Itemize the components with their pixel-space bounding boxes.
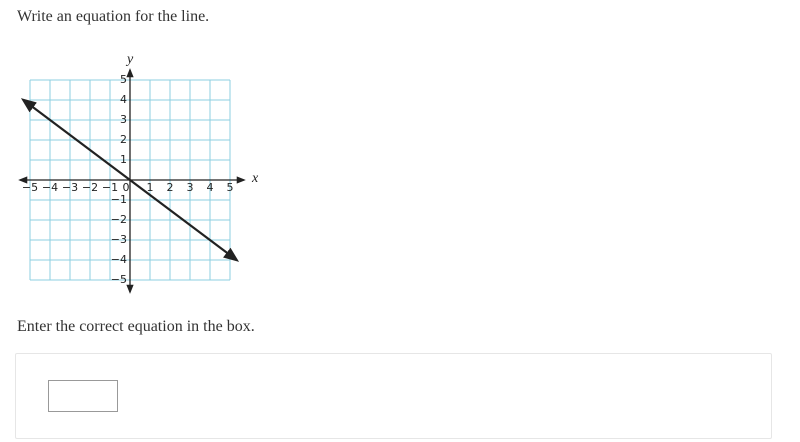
- y-tick-label: −4: [111, 253, 127, 266]
- x-tick-label: −3: [62, 181, 78, 194]
- y-tick-label: −1: [111, 193, 127, 206]
- y-tick-label: 2: [120, 133, 127, 146]
- y-axis-label: y: [125, 52, 134, 67]
- y-tick-label: −3: [111, 233, 127, 246]
- plotted-line: [20, 98, 240, 262]
- prompt: Write an equation for the line.: [17, 8, 210, 25]
- answer-panel: [15, 353, 772, 439]
- y-tick-label: 1: [120, 153, 127, 166]
- y-tick-label: 3: [120, 113, 127, 126]
- x-tick-label: −2: [82, 181, 98, 194]
- answer-input[interactable]: [48, 380, 118, 412]
- x-tick-label: 2: [167, 181, 174, 194]
- x-tick-label: −4: [42, 181, 58, 194]
- x-axis-label: x: [251, 171, 259, 186]
- x-tick-label: 3: [187, 181, 194, 194]
- y-tick-label: 5: [120, 73, 127, 86]
- y-tick-label: 4: [120, 93, 127, 106]
- instruction: Enter the correct equation in the box.: [17, 318, 255, 335]
- x-tick-label: 5: [227, 181, 234, 194]
- y-tick-label: −5: [111, 273, 127, 286]
- x-tick-label: 4: [207, 181, 214, 194]
- x-tick-label: −5: [22, 181, 38, 194]
- y-tick-label: −2: [111, 213, 127, 226]
